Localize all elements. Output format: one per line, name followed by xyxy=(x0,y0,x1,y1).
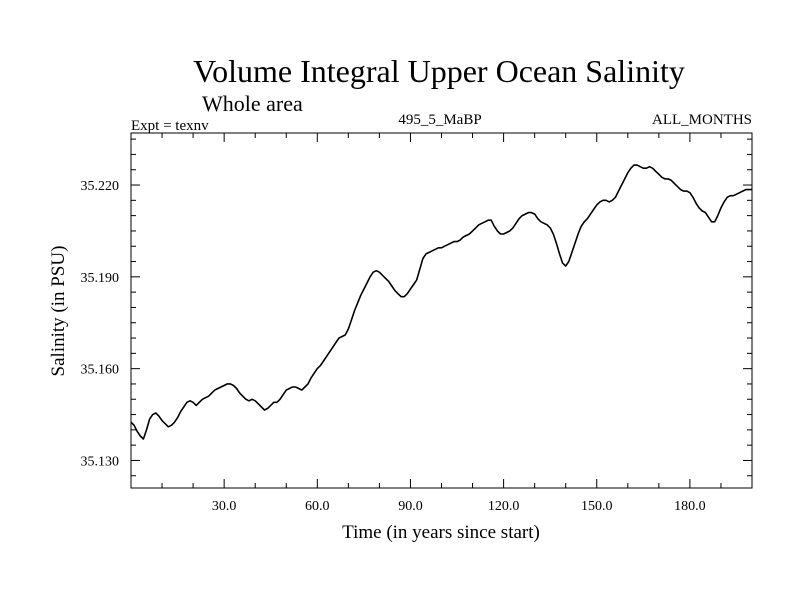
x-axis-label: Time (in years since start) xyxy=(342,522,540,543)
y-tick-label: 35.220 xyxy=(81,179,120,194)
x-tick-label: 30.0 xyxy=(212,499,237,514)
y-axis-label: Salinity (in PSU) xyxy=(48,246,69,377)
y-tick-label: 35.190 xyxy=(81,271,120,286)
x-tick-label: 180.0 xyxy=(674,499,706,514)
run-label: 495_5_MaBP xyxy=(398,112,481,128)
x-axis: 30.0 60.0 90.0 120.0 150.0 180.0 xyxy=(161,133,722,514)
y-tick-label: 35.130 xyxy=(81,454,120,469)
chart-subtitle: Whole area xyxy=(202,91,303,116)
x-tick-label: 90.0 xyxy=(398,499,423,514)
x-tick-label: 60.0 xyxy=(305,499,330,514)
expt-label: Expt = texnv xyxy=(131,118,209,134)
chart-title: Volume Integral Upper Ocean Salinity xyxy=(193,53,685,89)
y-tick-label: 35.160 xyxy=(81,363,120,378)
x-tick-label: 120.0 xyxy=(488,499,520,514)
salinity-series-line xyxy=(130,164,752,440)
months-label: ALL_MONTHS xyxy=(652,112,752,128)
y-axis: 35.130 35.160 35.190 35.220 xyxy=(81,138,752,477)
plot-frame xyxy=(130,132,753,489)
x-tick-label: 150.0 xyxy=(581,499,613,514)
